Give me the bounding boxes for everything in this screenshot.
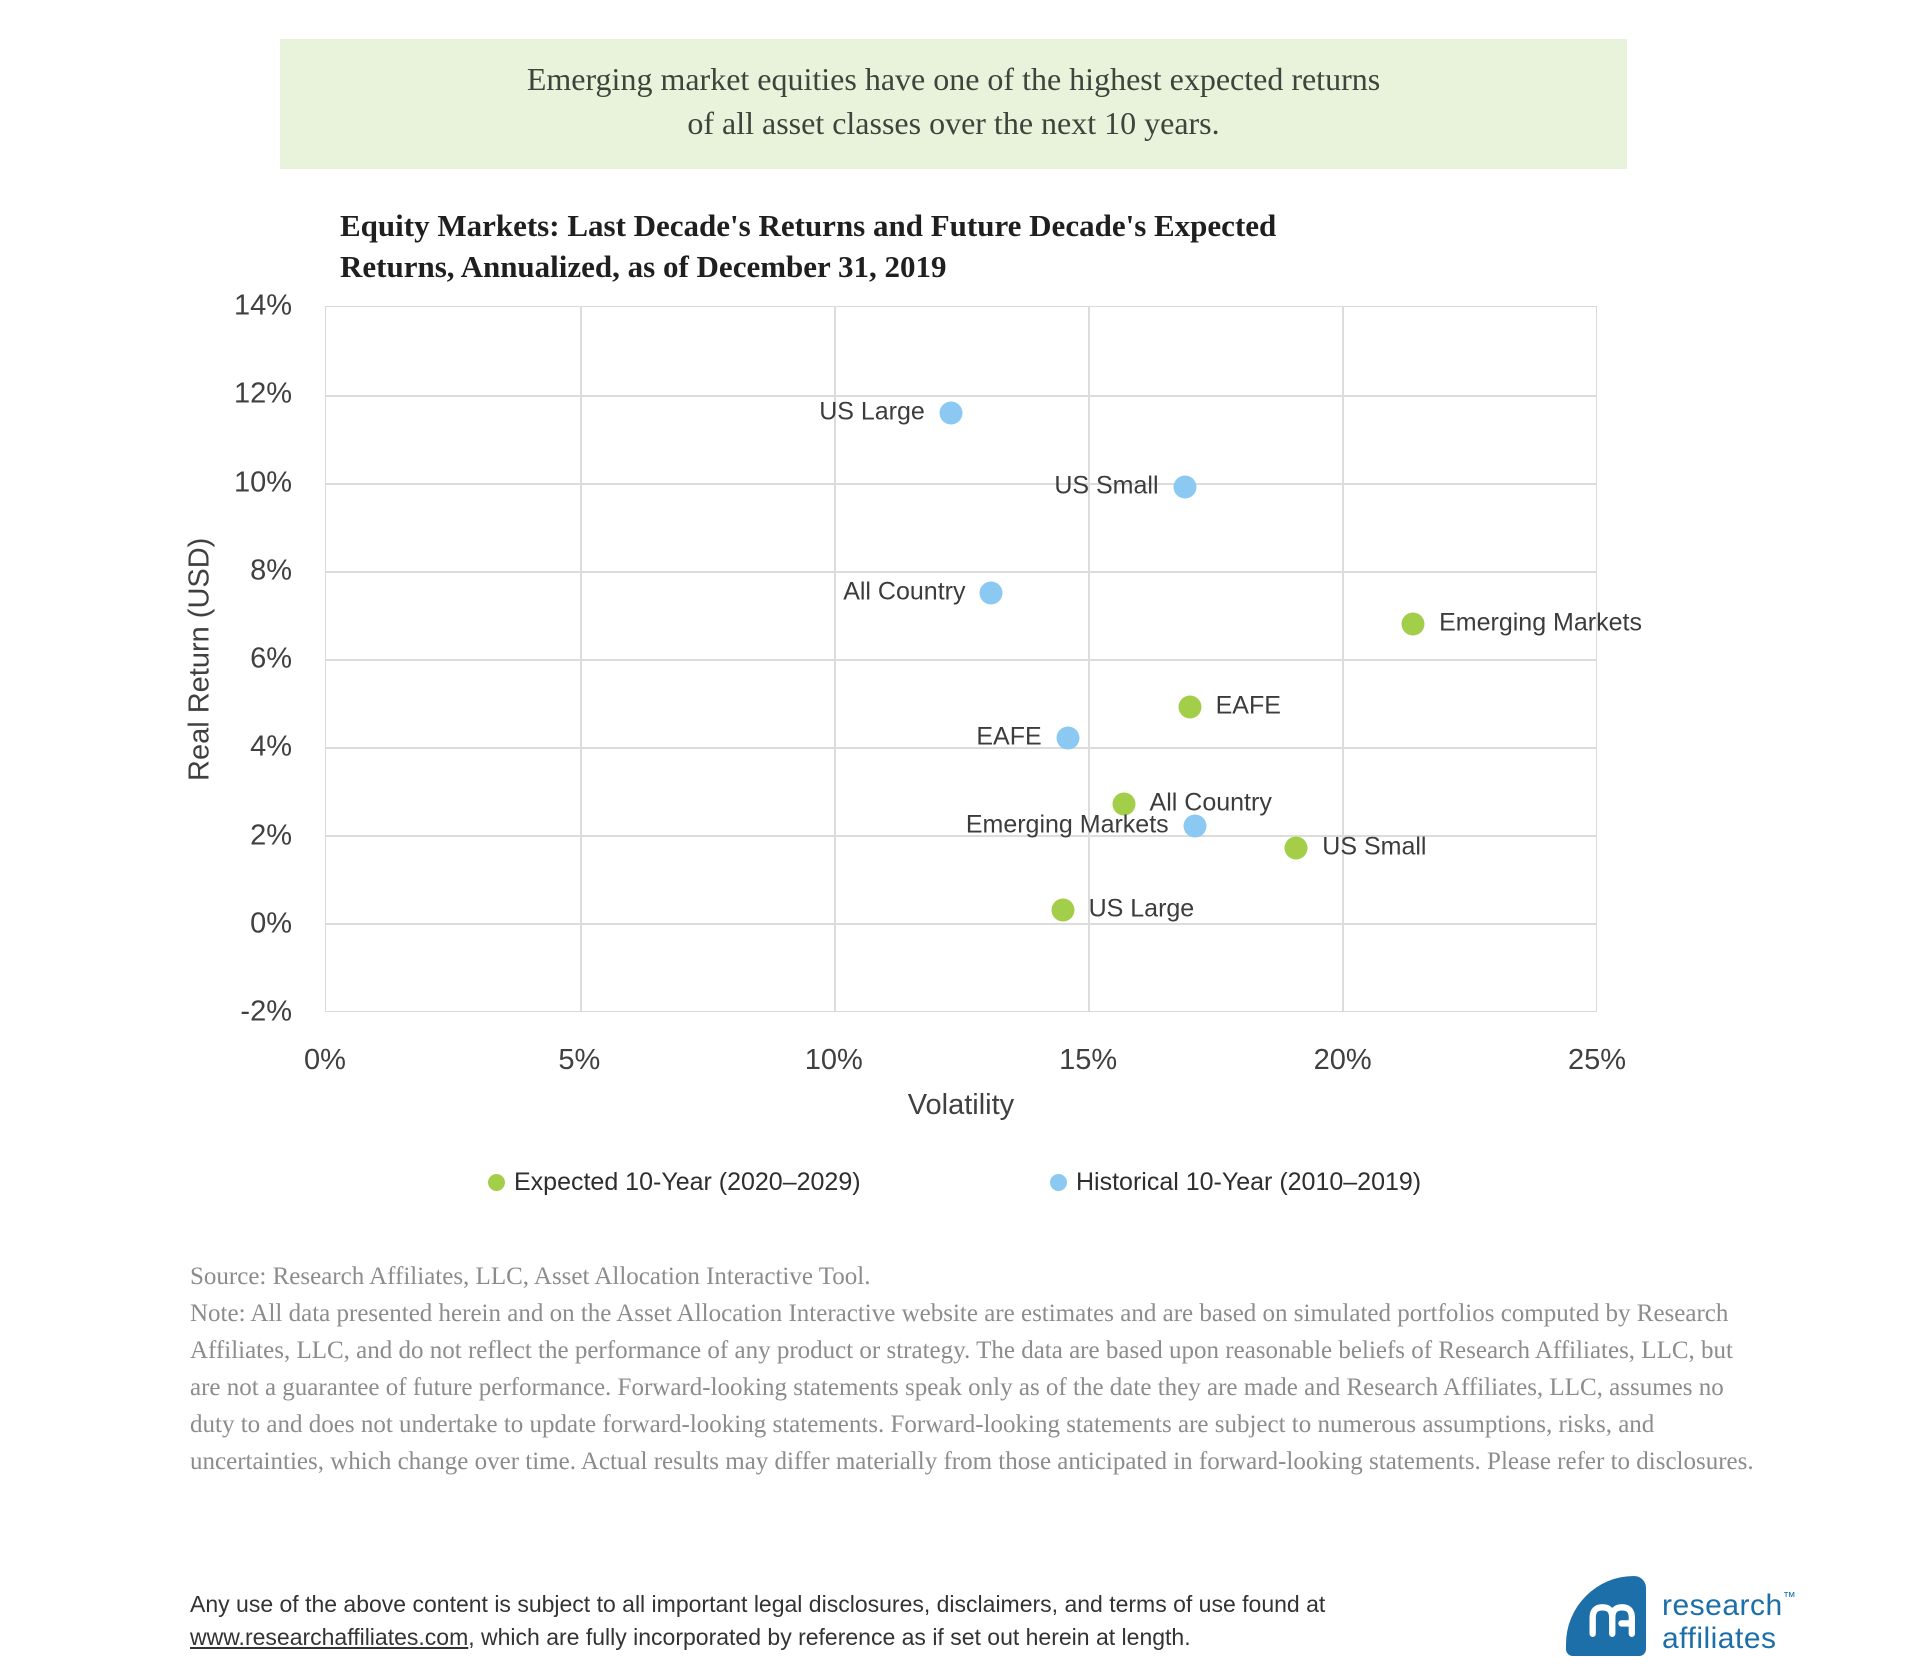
legend-label-historical: Historical 10-Year (2010–2019) [1076,1168,1422,1196]
legend-item-expected: Expected 10-Year (2020–2029) [488,1168,861,1197]
data-point-marker-icon [1183,814,1207,838]
data-point-label: US Small [1054,471,1159,500]
horizontal-gridline [326,571,1596,573]
data-point-marker-icon [1401,612,1425,636]
x-tick-label: 15% [1059,1044,1118,1076]
x-tick-label: 20% [1313,1044,1372,1076]
x-axis-tick-labels: 0% 5% 10% 15% 20% 25% [304,1044,1626,1078]
chart-title: Equity Markets: Last Decade's Returns an… [340,205,1500,287]
y-axis-tick-labels: 14% 12% 10% 8% 6% 4% 2% 0% -2% [140,290,292,1028]
logo-word-research: research [1662,1589,1783,1622]
x-tick-label: 25% [1567,1044,1627,1076]
footer-text-after-link: , which are fully incorporated by refere… [468,1624,1191,1650]
data-point-label: All Country [1149,788,1272,817]
data-point-marker-icon [1056,726,1080,750]
y-tick-label: 0% [250,907,292,940]
y-tick-label: 14% [233,289,292,322]
plot-area: Emerging Markets EAFE All Country US Small U… [325,306,1642,1012]
footer-text-before-link: Any use of the above content is subject … [190,1591,1326,1617]
data-point-marker-icon [1051,898,1075,922]
legend-item-historical: Historical 10-Year (2010–2019) [1050,1168,1421,1197]
data-point-label: Emerging Markets [965,810,1169,839]
y-tick-label: 10% [233,466,292,498]
note-text: Note: All data presented herein and on t… [190,1300,1754,1475]
horizontal-gridline [326,483,1596,485]
data-point-marker-icon [1112,792,1136,816]
horizontal-gridline [326,395,1596,397]
data-point-marker-icon [939,401,963,425]
footer-link[interactable]: www.researchaffiliates.com [190,1624,469,1650]
logo-word-affiliates: affiliates [1662,1622,1777,1655]
x-tick-label: 10% [804,1044,863,1076]
data-point-label: EAFE [1215,691,1281,720]
logo-trademark: ™ [1782,1589,1797,1604]
research-affiliates-logo-icon [1566,1576,1646,1656]
data-point-label: Emerging Markets [1439,608,1642,637]
legend-marker-historical-icon [1050,1174,1067,1191]
horizontal-gridline [326,835,1596,837]
legend-label-expected: Expected 10-Year (2020–2029) [514,1168,861,1196]
horizontal-gridline [326,659,1596,661]
y-tick-label: -2% [240,995,292,1028]
footer-legal-text: Any use of the above content is subject … [190,1588,1470,1654]
data-point-marker-icon [1284,836,1308,860]
source-text: Source: Research Affiliates, LLC, Asset … [190,1263,871,1290]
y-tick-label: 6% [250,642,292,675]
headline-line2: of all asset classes over the next 10 ye… [687,105,1220,141]
research-affiliates-logo-text: research™ affiliates [1662,1580,1796,1655]
data-point-label: US Large [1088,894,1195,923]
ra-monogram-icon [1589,1604,1635,1638]
data-point-marker-icon [979,581,1003,605]
horizontal-gridline [326,747,1596,749]
horizontal-gridline [326,923,1596,925]
chart-title-line2: Returns, Annualized, as of December 31, … [340,249,947,284]
y-tick-label: 12% [233,377,292,410]
data-point-marker-icon [1178,695,1202,719]
data-point-marker-icon [1173,475,1197,499]
y-tick-label: 2% [250,819,292,851]
headline-banner: Emerging market equities have one of the… [280,39,1627,169]
x-tick-label: 0% [304,1044,346,1076]
y-tick-label: 8% [250,554,292,587]
data-point-label: US Small [1322,832,1427,861]
x-axis-title: Volatility [907,1089,1015,1121]
data-point-label: All Country [843,577,966,606]
headline-line1: Emerging market equities have one of the… [526,61,1381,97]
data-point-label: US Large [819,396,925,425]
y-tick-label: 4% [250,730,292,763]
legend-marker-expected-icon [488,1174,505,1191]
x-tick-label: 5% [558,1044,601,1076]
chart-title-line1: Equity Markets: Last Decade's Returns an… [340,208,1277,243]
data-point-label: EAFE [976,722,1042,751]
